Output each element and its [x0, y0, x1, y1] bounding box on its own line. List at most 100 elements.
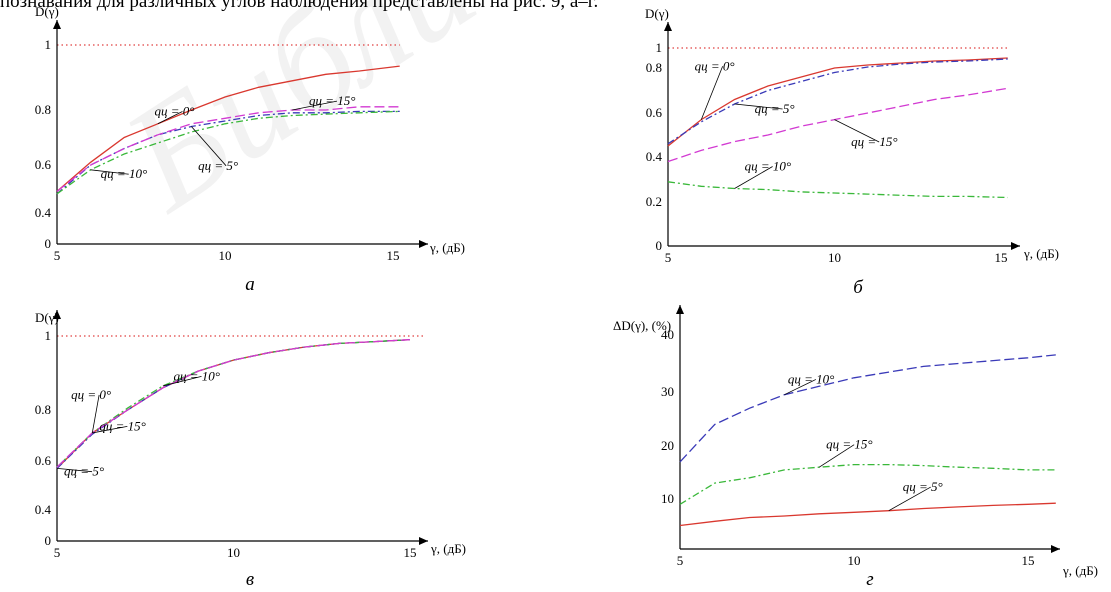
page-caption: познавания для различных углов наблюдени… — [0, 0, 599, 12]
series-annotation: qц = 0° — [154, 104, 194, 119]
x-axis-label: γ, (дБ) — [1023, 246, 1059, 261]
y-axis-label: D(γ) — [645, 6, 669, 21]
annotation-leader — [784, 379, 817, 396]
series-line — [679, 354, 1056, 463]
series-line — [56, 106, 400, 192]
annotation-leader — [90, 169, 129, 175]
series-annotation: qц = 5° — [755, 101, 795, 116]
panel-letter: в — [246, 569, 254, 590]
annotation-leader — [700, 66, 724, 120]
series-line — [679, 502, 1056, 527]
y-tick-label: 30 — [661, 384, 674, 399]
y-tick-label: 0 — [656, 238, 663, 253]
y-tick-label: 1 — [45, 37, 52, 52]
x-tick-label: 5 — [677, 553, 684, 568]
x-tick-label: 5 — [54, 545, 61, 560]
series-annotation: qц = 15° — [851, 134, 897, 149]
y-tick-label: 0.6 — [35, 157, 52, 172]
series-annotation: qц = 15° — [309, 93, 355, 108]
annotation-leader — [92, 426, 128, 434]
x-tick-label: 15 — [404, 545, 417, 560]
series-annotation: qц = 5° — [903, 479, 943, 494]
panel-letter: г — [866, 569, 873, 590]
annotation-leader — [157, 111, 183, 125]
series-annotation: qц = 15° — [99, 418, 145, 433]
y-tick-label: 0.8 — [35, 402, 51, 417]
y-tick-label: 0 — [45, 533, 52, 548]
x-tick-label: 10 — [227, 545, 240, 560]
y-tick-label: 0 — [45, 236, 52, 251]
y-axis-arrow — [676, 305, 684, 314]
series-line — [667, 87, 1008, 163]
y-tick-label: 0.2 — [646, 194, 662, 209]
series-line — [56, 339, 411, 469]
y-axis-arrow — [664, 22, 672, 31]
annotation-leader — [734, 103, 783, 110]
x-axis-arrow — [1051, 545, 1060, 553]
series-line — [56, 65, 400, 192]
y-axis-label: D(γ) — [35, 4, 59, 19]
y-tick-label: 40 — [661, 327, 674, 342]
series-annotation: qц = 10° — [745, 159, 791, 174]
annotation-leader — [191, 126, 227, 167]
y-tick-label: 0.4 — [35, 205, 52, 220]
panel-letter: б — [853, 277, 864, 298]
series-line — [667, 57, 1008, 147]
annotation-leader — [888, 486, 931, 512]
chart-panel-1: D(γ) γ, (дБ) 5 10 15 0 0.4 0.6 0.8 1 qц = 0° qц = 1… — [35, 4, 465, 295]
x-tick-label: 15 — [387, 248, 400, 263]
x-tick-label: 10 — [828, 250, 841, 265]
series-annotation: qц = 10° — [173, 368, 219, 383]
x-axis-label: γ, (дБ) — [430, 541, 466, 556]
x-axis-arrow — [419, 240, 428, 248]
y-tick-label: 20 — [661, 438, 674, 453]
annotation-leader — [91, 394, 100, 434]
chart-panel-2: D(γ) γ, (дБ) 5 10 15 0 0.2 0.4 0.6 0.8 1 qц = 0° qц … — [645, 6, 1059, 298]
series-annotation: qц = 15° — [826, 437, 872, 452]
series-line — [56, 339, 411, 468]
series-line — [667, 181, 1008, 199]
x-axis-arrow — [419, 537, 428, 545]
series-line — [56, 339, 411, 468]
x-tick-label: 10 — [219, 248, 232, 263]
annotation-leader — [818, 444, 855, 468]
y-tick-label: 0.8 — [35, 102, 51, 117]
y-axis-label: ΔD(γ), (%) — [613, 318, 671, 333]
series-line — [56, 110, 400, 195]
x-tick-label: 5 — [54, 248, 61, 263]
series-annotation: qц = 5° — [198, 158, 238, 173]
y-tick-label: 1 — [45, 328, 52, 343]
y-tick-label: 0.6 — [35, 453, 52, 468]
y-axis-arrow — [53, 310, 61, 319]
panel-letter: а — [245, 274, 255, 295]
series-annotation: qц = 10° — [101, 166, 147, 181]
x-tick-label: 10 — [848, 553, 861, 568]
y-axis-label: D(γ) — [35, 310, 59, 325]
x-tick-label: 15 — [1022, 553, 1035, 568]
series-line — [56, 110, 400, 195]
annotation-leader — [56, 467, 93, 473]
annotation-leader — [734, 166, 773, 189]
chart-panel-3: D(γ) γ, (дБ) 5 10 15 0 0.4 0.6 0.8 1 qц = 0° qц = 1… — [35, 310, 466, 590]
y-tick-label: 1 — [656, 40, 663, 55]
x-axis-label: γ, (дБ) — [1062, 563, 1098, 578]
series-annotation: qц = 5° — [64, 464, 104, 479]
annotation-leader — [834, 119, 880, 143]
series-annotation: qц = 10° — [788, 371, 834, 386]
annotation-leader — [292, 100, 338, 111]
y-tick-label: 0.4 — [35, 502, 52, 517]
y-tick-label: 0.6 — [646, 105, 663, 120]
series-annotation: qц = 0° — [695, 58, 735, 73]
x-tick-label: 5 — [665, 250, 672, 265]
x-tick-label: 15 — [995, 250, 1008, 265]
series-line — [56, 339, 411, 469]
series-annotation: qц = 0° — [71, 387, 111, 402]
y-tick-label: 0.4 — [646, 149, 663, 164]
series-line — [667, 58, 1008, 145]
series-line — [679, 463, 1056, 505]
chart-panel-4: ΔD(γ), (%) γ, (дБ) 5 10 15 10 20 30 40 qц = 10° qц… — [613, 305, 1098, 590]
x-axis-label: γ, (дБ) — [429, 240, 465, 255]
annotation-leader — [162, 376, 202, 387]
y-axis-arrow — [53, 20, 61, 29]
